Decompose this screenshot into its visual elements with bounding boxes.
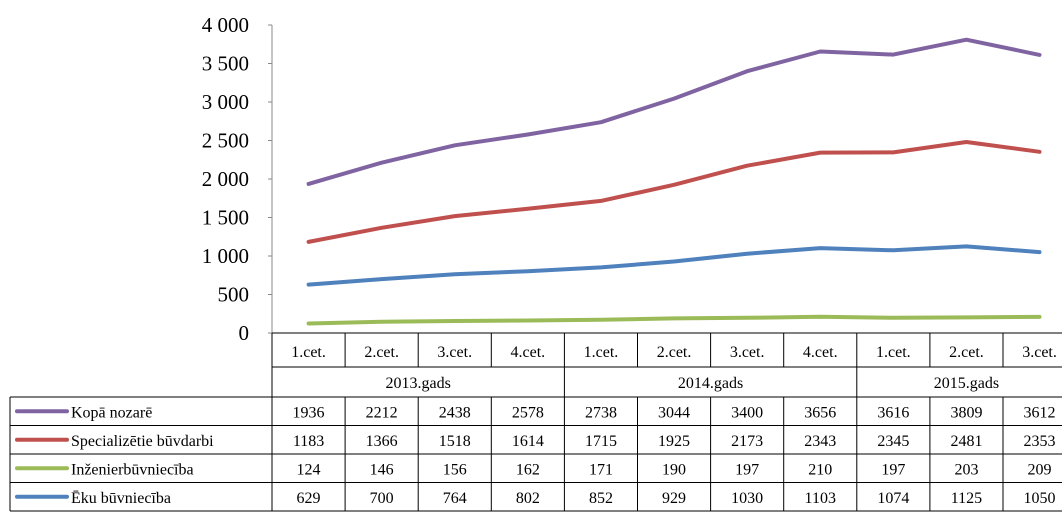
data-label: 1366	[366, 433, 398, 450]
data-label: 146	[370, 461, 394, 478]
data-label: 1074	[877, 490, 909, 507]
y-axis: 0 500 1 000 1 500 2 000 2 500 3 000 3 500 4 000	[202, 13, 273, 345]
data-label: 802	[516, 490, 540, 507]
legend-label-1: Specializētie būvdarbi	[71, 433, 214, 450]
data-label: 1925	[658, 433, 690, 450]
data-label: 2343	[804, 433, 836, 450]
year-group-label: 2015.gads	[934, 375, 999, 392]
year-group-label: 2014.gads	[678, 375, 743, 392]
data-label: 629	[297, 490, 321, 507]
data-label: 162	[516, 461, 540, 478]
data-label: 203	[954, 461, 978, 478]
y-tick-label: 1 500	[202, 206, 249, 230]
legend-label-2: Inženierbūvniecība	[71, 461, 194, 478]
category-label: 4.cet.	[511, 344, 546, 361]
year-group-label: 2013.gads	[386, 375, 451, 392]
series-lines	[306, 37, 1042, 326]
category-label: 2.cet.	[364, 344, 399, 361]
data-label: 210	[808, 461, 832, 478]
y-tick-label: 2 500	[202, 129, 249, 153]
data-label: 1030	[731, 490, 763, 507]
data-label: 2481	[950, 433, 982, 450]
data-label: 700	[370, 490, 394, 507]
data-label: 852	[589, 490, 613, 507]
data-label: 1936	[293, 404, 325, 421]
data-label: 124	[297, 461, 321, 478]
y-tick-label: 0	[239, 321, 250, 345]
y-tick-label: 3 000	[202, 90, 249, 114]
category-label: 2.cet.	[949, 344, 984, 361]
data-label: 197	[881, 461, 905, 478]
category-label: 3.cet.	[730, 344, 765, 361]
category-label: 3.cet.	[437, 344, 472, 361]
series-line-1	[306, 140, 1042, 244]
series-line-2	[306, 314, 1042, 326]
data-label: 1614	[512, 433, 544, 450]
data-label: 209	[1028, 461, 1052, 478]
data-label: 197	[735, 461, 759, 478]
y-tick-label: 500	[218, 283, 250, 307]
series-line-3	[306, 244, 1042, 287]
data-label: 929	[662, 490, 686, 507]
category-label: 1.cet.	[584, 344, 619, 361]
data-label: 2353	[1024, 433, 1056, 450]
data-label: 190	[662, 461, 686, 478]
data-table: 1.cet. 2.cet. 3.cet. 4.cet. 1.cet. 2.cet. 3.ce…	[9, 332, 1062, 512]
category-label: 3.cet.	[1022, 344, 1057, 361]
category-label: 1.cet.	[291, 344, 326, 361]
data-label: 2212	[366, 404, 398, 421]
data-label: 3044	[658, 404, 690, 421]
data-label: 2173	[731, 433, 763, 450]
data-label: 3616	[877, 404, 909, 421]
data-label: 1103	[805, 490, 836, 507]
legend-label-0: Kopā nozarē	[71, 404, 152, 421]
y-tick-label: 2 000	[202, 167, 249, 191]
data-label: 1183	[293, 433, 324, 450]
data-label: 156	[443, 461, 467, 478]
data-label: 2578	[512, 404, 544, 421]
category-label: 2.cet.	[657, 344, 692, 361]
data-label: 2438	[439, 404, 471, 421]
data-label: 2345	[877, 433, 909, 450]
data-label: 3656	[804, 404, 836, 421]
data-label: 1050	[1024, 490, 1056, 507]
category-label: 4.cet.	[803, 344, 838, 361]
data-label: 764	[443, 490, 467, 507]
data-label: 1518	[439, 433, 471, 450]
legend-label-3: Ēku būvniecība	[71, 490, 171, 507]
y-tick-label: 3 500	[202, 52, 249, 76]
y-tick-label: 4 000	[202, 13, 249, 37]
data-label: 3809	[950, 404, 982, 421]
data-label: 171	[589, 461, 613, 478]
y-tick-label: 1 000	[202, 244, 249, 268]
category-label: 1.cet.	[876, 344, 911, 361]
data-label: 1715	[585, 433, 617, 450]
series-line-0	[306, 37, 1042, 186]
data-label: 2738	[585, 404, 617, 421]
data-label: 1125	[951, 490, 982, 507]
data-label: 3612	[1024, 404, 1056, 421]
data-label: 3400	[731, 404, 763, 421]
